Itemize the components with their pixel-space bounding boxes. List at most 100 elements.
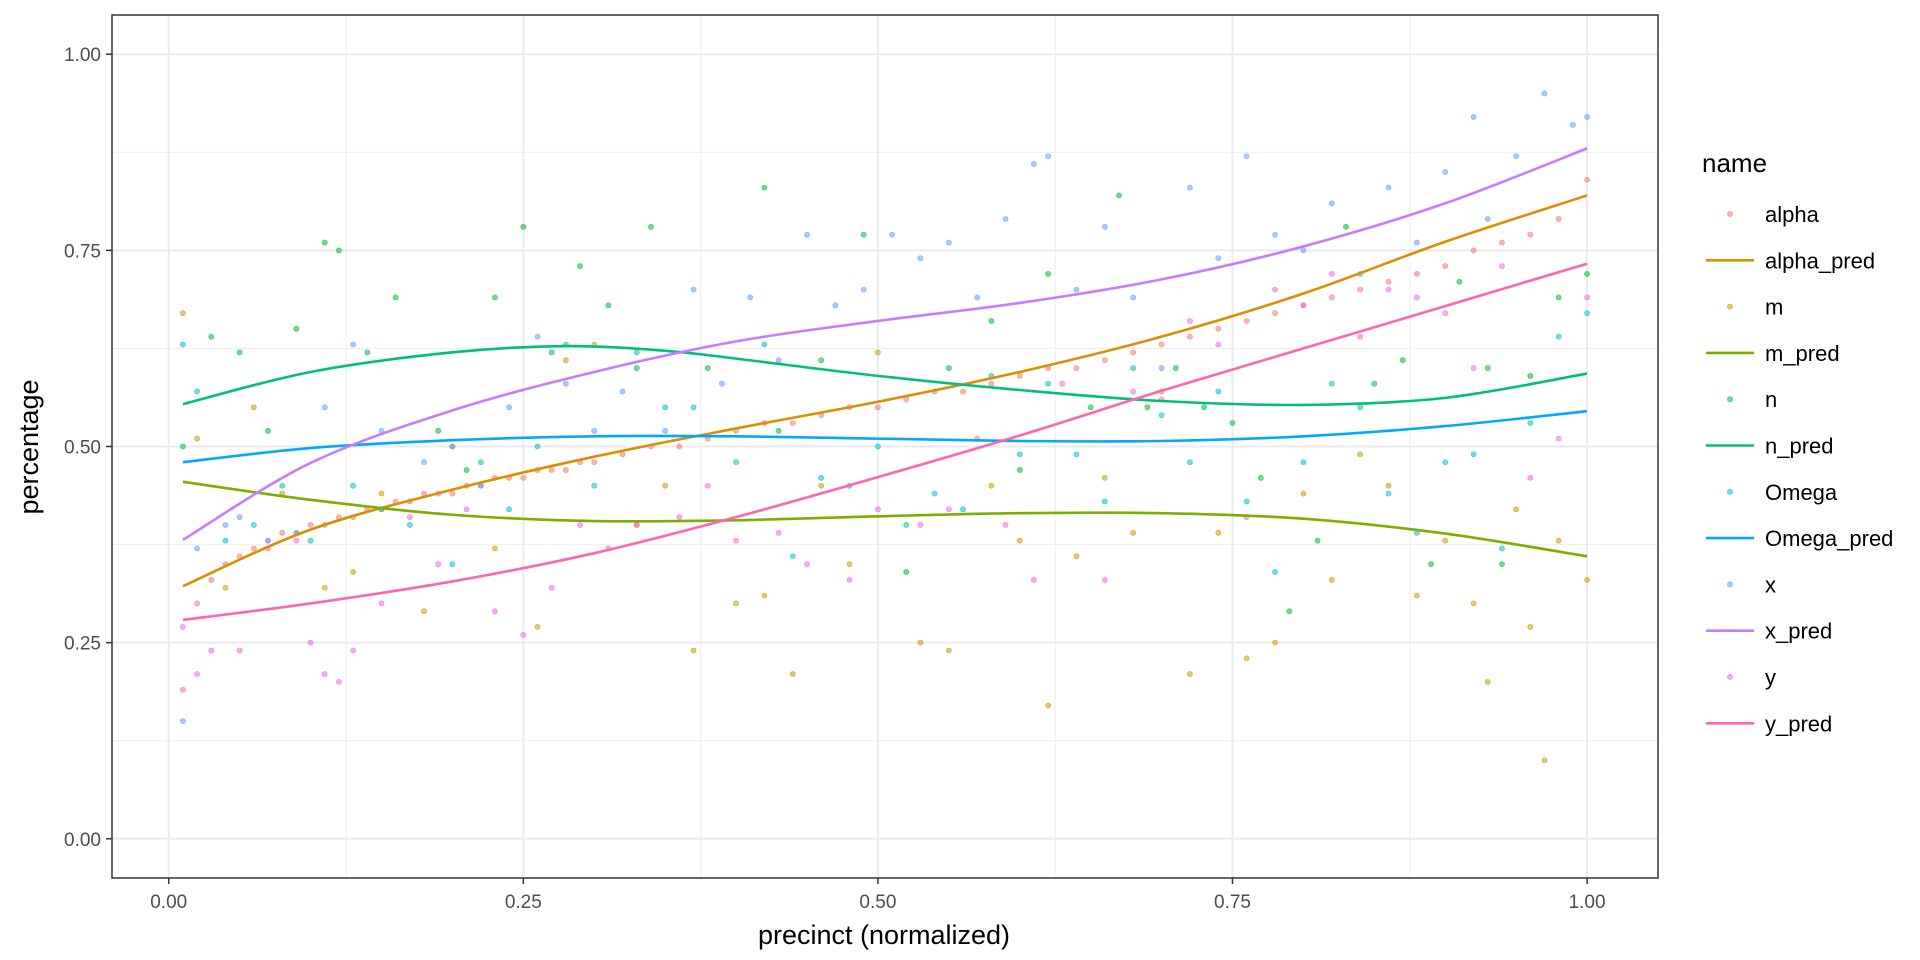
point-alpha <box>988 380 995 387</box>
legend-item-omega-pred: Omega_pred <box>1706 526 1893 551</box>
point-x <box>1513 153 1520 160</box>
point-omega <box>690 404 697 411</box>
point-y <box>520 631 527 638</box>
point-n <box>605 302 612 309</box>
legend-label: n <box>1765 387 1777 412</box>
point-n <box>633 365 640 371</box>
y-tick-label: 0.50 <box>64 438 101 459</box>
legend-label: y <box>1765 665 1776 690</box>
point-y <box>1187 318 1193 324</box>
point-x <box>562 380 569 387</box>
point-n <box>208 333 215 340</box>
point-alpha <box>1584 176 1590 183</box>
point-n <box>1484 365 1491 371</box>
legend-label: x_pred <box>1765 619 1832 644</box>
point-x <box>1158 365 1165 371</box>
point-m <box>917 639 924 646</box>
point-m <box>1016 537 1023 544</box>
point-x <box>222 522 229 528</box>
point-m <box>421 608 427 615</box>
point-y <box>1130 388 1137 395</box>
point-y <box>435 561 442 568</box>
point-omega <box>633 349 640 356</box>
point-n <box>1456 278 1463 285</box>
point-alpha <box>1101 357 1108 364</box>
point-omega <box>931 490 938 497</box>
point-m <box>194 435 201 442</box>
point-y <box>875 506 881 513</box>
point-x <box>591 427 598 434</box>
point-omega <box>1555 333 1562 340</box>
legend-item-alpha-pred: alpha_pred <box>1706 248 1875 273</box>
point-y <box>336 678 342 685</box>
point-y <box>293 537 300 544</box>
point-alpha <box>1158 341 1165 348</box>
legend-item-n: n <box>1727 387 1777 412</box>
point-omega <box>1073 451 1080 458</box>
line-n-pred <box>182 344 1588 407</box>
point-x <box>1243 153 1250 160</box>
point-x <box>1484 216 1491 222</box>
point-n <box>1257 474 1264 481</box>
point-m <box>1357 451 1364 458</box>
point-omega <box>180 341 186 348</box>
point-n <box>1201 404 1208 411</box>
point-x <box>1300 247 1307 254</box>
point-n <box>1428 561 1434 568</box>
point-omega <box>591 482 598 489</box>
point-n <box>1045 270 1052 277</box>
point-x <box>1187 184 1193 191</box>
point-omega <box>1385 490 1392 497</box>
point-m <box>492 545 498 552</box>
point-y <box>492 608 498 615</box>
point-omega <box>250 522 257 528</box>
point-alpha <box>548 467 555 473</box>
line-x-pred <box>182 147 1588 541</box>
y-tick-label: 0.75 <box>64 241 101 262</box>
point-x <box>1272 231 1278 238</box>
point-n <box>492 294 498 301</box>
point-y <box>1555 435 1562 442</box>
point-omega <box>279 482 286 489</box>
point-m <box>1555 537 1562 544</box>
legend-item-y-pred: y_pred <box>1706 711 1832 736</box>
point-alpha <box>180 686 186 693</box>
point-omega <box>1328 380 1335 387</box>
point-n <box>1116 192 1122 199</box>
point-m <box>180 310 186 317</box>
point-omega <box>194 388 201 395</box>
x-tick-label: 0.75 <box>1214 892 1251 913</box>
point-n <box>761 184 768 191</box>
point-x <box>1101 223 1108 230</box>
point-n <box>1016 467 1023 473</box>
point-n <box>945 365 952 371</box>
legend-item-alpha: alpha <box>1727 202 1820 227</box>
point-m <box>378 490 385 497</box>
point-y <box>704 482 711 489</box>
point-y <box>1002 522 1009 528</box>
point-m <box>988 482 995 489</box>
legend-key-point <box>1727 211 1733 217</box>
point-x <box>917 255 924 262</box>
point-y <box>945 506 952 513</box>
point-omega <box>761 341 768 348</box>
legend-label: n_pred <box>1765 434 1834 459</box>
point-x <box>194 545 201 552</box>
point-alpha <box>1215 325 1222 332</box>
legend-key-point <box>1727 488 1733 495</box>
point-alpha <box>250 545 257 552</box>
point-m <box>761 592 768 599</box>
point-y <box>1031 576 1037 583</box>
point-x <box>1442 169 1449 175</box>
plot-panel <box>111 14 1659 879</box>
legend-item-x-pred: x_pred <box>1706 619 1832 644</box>
point-omega <box>350 482 357 489</box>
point-y <box>846 576 853 583</box>
x-tick-label: 0.00 <box>150 892 187 913</box>
legend-item-n-pred: n_pred <box>1706 434 1834 459</box>
point-n <box>1527 372 1534 379</box>
line-omega-pred <box>182 409 1588 464</box>
point-omega <box>1272 569 1278 575</box>
point-y <box>733 537 739 544</box>
point-x <box>1031 161 1037 167</box>
